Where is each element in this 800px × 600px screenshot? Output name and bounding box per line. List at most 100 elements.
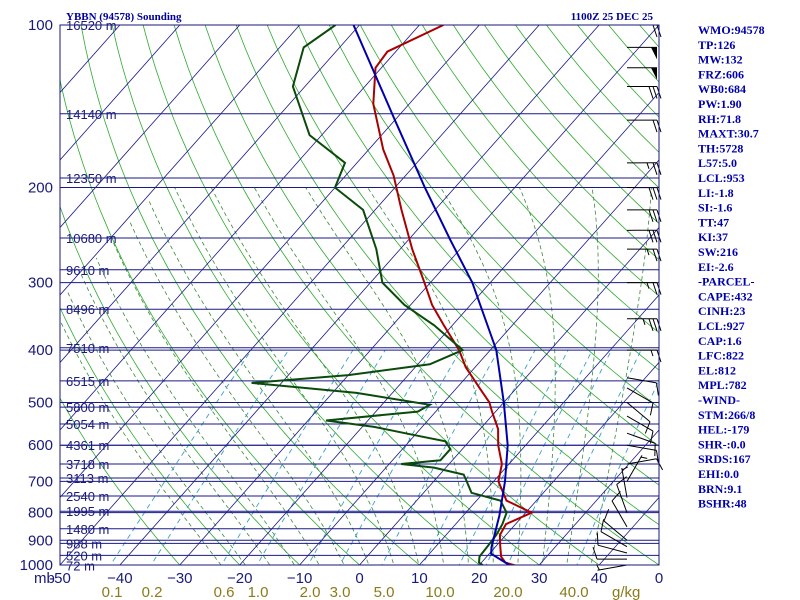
wind-barb-pennant (651, 47, 657, 60)
wind-barb-feather (596, 532, 599, 546)
mixing-ratio-line (150, 349, 289, 565)
wind-barb-feather (652, 24, 658, 38)
index-line: CAPE:432 (698, 289, 753, 303)
dry-adiabat-line (546, 25, 659, 153)
dry-adiabat-line (80, 25, 421, 565)
isotherm-line (239, 91, 659, 565)
height-label: 988 m (66, 536, 102, 551)
wind-barb-feather (652, 248, 658, 262)
wind-barb-feather (656, 450, 659, 463)
height-label: 1995 m (66, 504, 109, 519)
moist-adiabat-line (80, 274, 271, 565)
wind-barb-staff (621, 467, 628, 498)
isotherm-line (60, 25, 540, 565)
wind-barb-half-feather (646, 248, 650, 256)
index-line: LFC:822 (698, 349, 744, 363)
wind-barb-feather (652, 119, 658, 133)
index-line: -PARCEL- (698, 275, 754, 289)
height-label: 8496 m (66, 302, 109, 317)
wind-barb (592, 546, 628, 560)
dry-adiabat-line (515, 25, 659, 189)
mixing-ratio-label: 0.1 (102, 584, 123, 600)
wind-barb (626, 444, 659, 463)
mixing-ratio-label: 40.0 (559, 584, 588, 600)
wind-barb-staff (600, 531, 628, 548)
isotherm-line (60, 25, 361, 364)
wind-barb-staff (626, 415, 654, 432)
plot-frame (59, 24, 660, 566)
height-label: 72 m (66, 559, 95, 574)
wind-barb (626, 67, 658, 80)
wind-barb (626, 432, 656, 457)
pressure-tick-label: 1000 (20, 557, 53, 574)
mixing-ratio-label: 10.0 (425, 584, 454, 600)
mixing-ratio-line (339, 349, 461, 565)
index-line: SI:-1.6 (698, 201, 732, 215)
wind-barb (621, 466, 628, 498)
wind-barb-half-feather (621, 466, 628, 471)
isotherm-line (0, 13, 11, 576)
temperature-tick-label: −20 (227, 570, 252, 587)
wind-barb-feather (652, 187, 658, 200)
wind-barb (626, 229, 662, 243)
wind-barb-feather (652, 162, 658, 175)
moist-adiabat-line (66, 290, 246, 565)
index-line: CINH:23 (698, 304, 745, 318)
wind-barb-feather (648, 86, 654, 99)
dry-adiabat-line (60, 205, 301, 565)
temperature-tick-label: 0 (655, 570, 663, 587)
height-label: 10680 m (66, 231, 117, 246)
index-line: SHR-:0.0 (698, 437, 746, 451)
temperature-tick-label: −30 (167, 570, 192, 587)
mixing-ratio-label: 3.0 (330, 584, 351, 600)
moist-adiabat-line (60, 319, 222, 565)
wind-barb (626, 377, 659, 396)
mixing-ratio-label: 2.0 (300, 584, 321, 600)
parcel-path-line (352, 25, 510, 565)
wind-barb-feather (652, 86, 658, 99)
wind-barb-feather (648, 209, 654, 223)
wind-barb (626, 46, 658, 60)
wind-barb-feather (652, 318, 658, 331)
background-lines (0, 13, 800, 576)
temperature-tick-label: 20 (471, 570, 488, 587)
dry-adiabat-line (764, 25, 800, 576)
profile-lines (251, 25, 535, 565)
wind-barb (626, 458, 664, 471)
index-line: -WIND- (698, 393, 740, 407)
index-line: SRDS:167 (698, 452, 751, 466)
height-label: 2540 m (66, 489, 109, 504)
isotherm-line (538, 429, 659, 565)
wind-barb (600, 519, 628, 548)
wind-barb (626, 248, 662, 262)
isotherm-line (60, 25, 181, 161)
moist-adiabat-line (174, 187, 395, 565)
pressure-tick-label: 400 (28, 342, 53, 359)
index-line: BRN:9.1 (698, 482, 742, 496)
moist-adiabat-line (566, 187, 599, 565)
isotherm-line (358, 226, 659, 565)
index-line: TP:126 (698, 38, 735, 52)
wind-barb-feather (600, 519, 605, 532)
wind-barb (616, 476, 628, 513)
wind-barb (626, 187, 662, 200)
index-line: CAP:1.6 (698, 334, 742, 348)
isotherm-line (60, 25, 420, 431)
height-label: 3113 m (66, 471, 108, 486)
isotherm-line (478, 361, 659, 565)
wind-barb (626, 282, 662, 295)
wind-barb-feather (648, 187, 654, 200)
mixing-ratio-line (307, 349, 433, 565)
index-line: LCL:927 (698, 319, 745, 333)
wind-barb (626, 349, 662, 363)
index-line: WMO:94578 (698, 23, 765, 37)
index-line: FRZ:606 (698, 67, 744, 81)
moist-adiabat-line (440, 187, 522, 565)
temperature-tick-label: 0 (355, 570, 363, 587)
wind-barb-staff (626, 377, 657, 384)
pressure-tick-label: 500 (28, 394, 53, 411)
height-label: 5800 m (66, 400, 109, 415)
index-line: TT:47 (698, 215, 729, 229)
wind-barb-staff (603, 520, 628, 541)
